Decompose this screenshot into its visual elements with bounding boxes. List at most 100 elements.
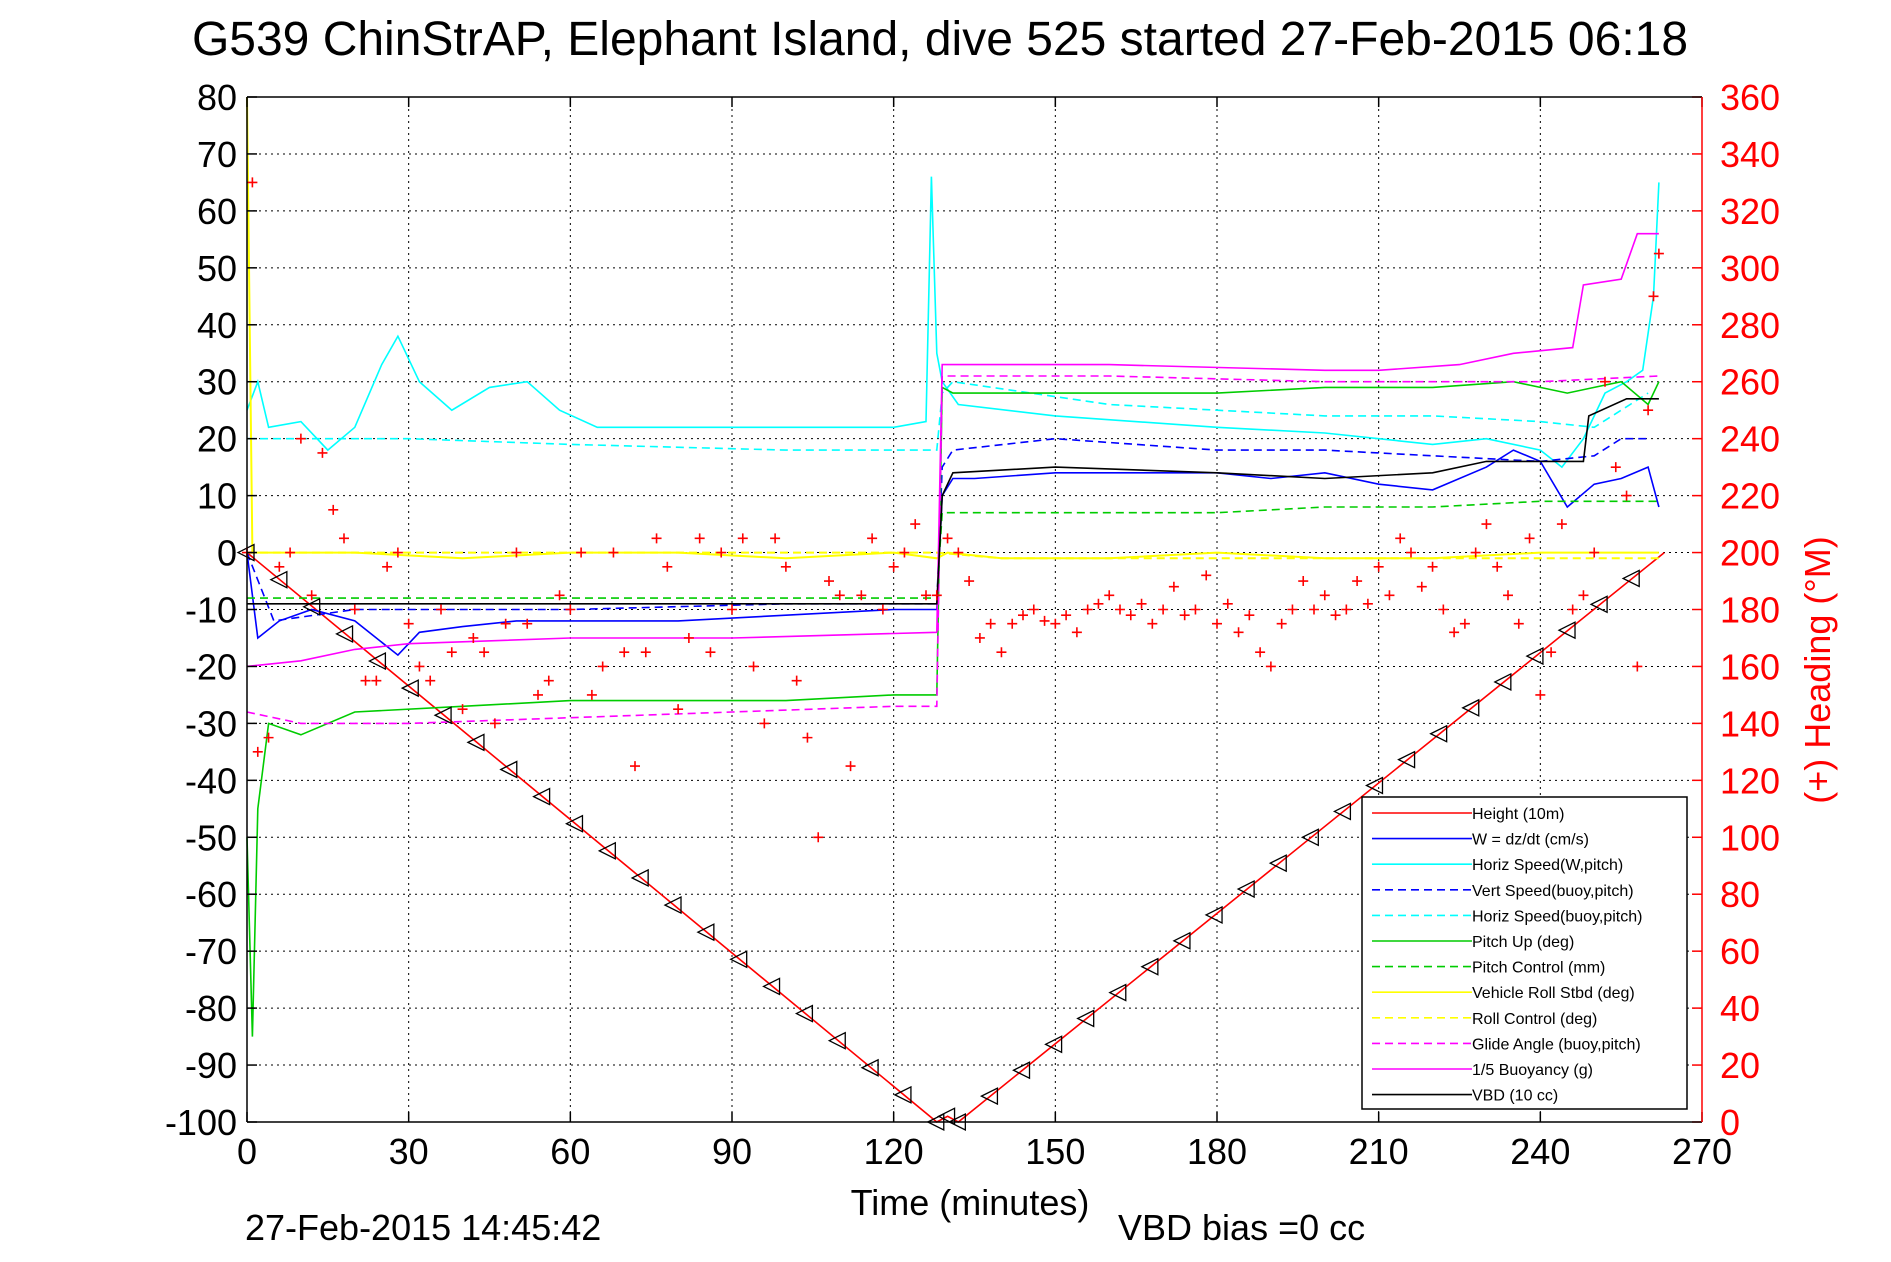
heading-marker (328, 504, 339, 515)
heading-marker (1406, 547, 1416, 558)
height-marker (433, 706, 452, 725)
height-marker (1044, 1035, 1063, 1054)
heading-marker (360, 675, 371, 686)
heading-marker (942, 533, 953, 544)
heading-marker (543, 675, 554, 686)
heading-marker (1449, 627, 1460, 638)
height-marker (1589, 595, 1608, 614)
heading-marker (522, 618, 533, 629)
heading-marker (630, 761, 640, 772)
heading-marker (1384, 590, 1395, 601)
y2-tick-label: 360 (1720, 77, 1780, 118)
y-tick-label: 10 (197, 476, 237, 517)
legend-label-0: Height (10m) (1472, 806, 1564, 823)
heading-marker (1600, 376, 1610, 387)
height-marker (663, 896, 682, 915)
y2-tick-label: 300 (1720, 248, 1780, 289)
series-line-2 (246, 176, 1660, 469)
y-tick-label: 40 (197, 305, 237, 346)
heading-marker (974, 632, 985, 643)
legend-label-6: Pitch Control (mm) (1472, 960, 1605, 977)
heading-marker (1503, 590, 1513, 601)
height-marker (1429, 724, 1448, 743)
heading-markers (242, 177, 1664, 843)
heading-marker (317, 447, 328, 458)
heading-marker (791, 675, 802, 686)
height-marker (466, 733, 485, 752)
height-marker (565, 814, 584, 833)
legend-label-11: VBD (10 cc) (1472, 1088, 1558, 1105)
heading-marker (1330, 610, 1341, 621)
height-marker (860, 1058, 879, 1077)
y2-tick-label: 40 (1720, 988, 1760, 1029)
y2-tick-label: 160 (1720, 646, 1780, 687)
y-tick-label: -40 (185, 760, 237, 801)
heading-marker (1265, 661, 1276, 672)
heading-marker (899, 547, 910, 558)
y-tick-label: 70 (197, 134, 237, 175)
y-tick-label: -10 (185, 590, 237, 631)
height-marker (696, 923, 715, 942)
y2-tick-label: 140 (1720, 703, 1780, 744)
heading-marker (576, 547, 587, 558)
x-axis-label: Time (minutes) (851, 1182, 1090, 1223)
heading-marker (683, 632, 694, 643)
y2-tick-label: 80 (1720, 874, 1760, 915)
legend-label-3: Vert Speed(buoy,pitch) (1472, 883, 1634, 900)
heading-marker (910, 519, 921, 530)
y-tick-label: 20 (197, 419, 237, 460)
y-tick-label: 60 (197, 191, 237, 232)
heading-marker (597, 661, 608, 672)
heading-marker (619, 647, 630, 658)
height-marker (1365, 776, 1384, 795)
heading-marker (1653, 248, 1664, 259)
heading-marker (953, 547, 964, 558)
heading-marker (921, 590, 931, 601)
height-marker (827, 1031, 846, 1050)
heading-marker (964, 576, 975, 587)
heading-marker (1648, 291, 1659, 302)
y-tick-label: -50 (185, 817, 237, 858)
heading-marker (1556, 519, 1567, 530)
heading-marker (1513, 618, 1524, 629)
y2-tick-label: 120 (1720, 760, 1780, 801)
heading-marker (802, 732, 813, 743)
x-tick-label: 270 (1672, 1131, 1732, 1172)
height-marker (1397, 750, 1416, 769)
y-tick-label: 0 (217, 533, 237, 574)
heading-marker (1125, 610, 1136, 621)
x-tick-label: 210 (1349, 1131, 1409, 1172)
x-tick-label: 60 (550, 1131, 590, 1172)
heading-marker (1481, 519, 1492, 530)
heading-marker (1039, 615, 1050, 626)
series-line-0 (246, 551, 1665, 1123)
footer-timestamp: 27-Feb-2015 14:45:42 (245, 1207, 601, 1248)
heading-marker (1136, 598, 1147, 609)
height-marker (979, 1087, 999, 1106)
heading-marker (468, 632, 479, 643)
heading-marker (382, 561, 393, 572)
y2-tick-label: 100 (1720, 817, 1780, 858)
heading-marker (1287, 604, 1298, 615)
height-marker (1461, 698, 1480, 717)
series-line-10 (246, 232, 1659, 668)
x-tick-label: 150 (1025, 1131, 1085, 1172)
height-marker (1557, 621, 1576, 640)
heading-marker (1233, 627, 1244, 638)
heading-marker (1535, 689, 1546, 700)
heading-marker (457, 704, 468, 715)
heading-marker (845, 761, 856, 772)
heading-marker (295, 433, 306, 444)
heading-marker (640, 647, 651, 658)
y-tick-label: -30 (185, 703, 237, 744)
height-marker (762, 977, 781, 996)
heading-marker (403, 618, 414, 629)
height-marker (400, 679, 419, 698)
heading-marker (1104, 590, 1115, 601)
heading-marker (705, 647, 716, 658)
y2-axis-label: (+) Heading (°M) (1797, 536, 1838, 803)
heading-marker (985, 618, 996, 629)
heading-marker (285, 547, 296, 558)
heading-marker (263, 732, 274, 743)
